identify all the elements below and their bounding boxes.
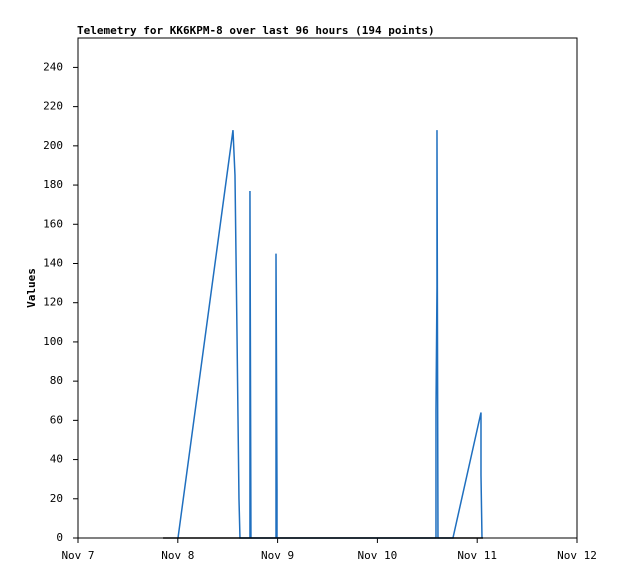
x-tick-label: Nov 9	[261, 549, 294, 562]
plot-frame	[77, 37, 578, 539]
series-line	[177, 130, 483, 539]
y-axis-label: Values	[25, 268, 38, 308]
chart-title: Telemetry for KK6KPM-8 over last 96 hour…	[77, 24, 435, 37]
y-tick-label: 100	[43, 335, 63, 348]
y-tick-label: 160	[43, 217, 63, 230]
y-tick-label: 60	[50, 413, 63, 426]
x-tick-label: Nov 7	[61, 549, 94, 562]
y-tick-label: 20	[50, 492, 63, 505]
y-tick-label: 120	[43, 296, 63, 309]
y-tick-label: 40	[50, 453, 63, 466]
y-tick-label: 240	[43, 60, 63, 73]
x-tick-label: Nov 8	[161, 549, 194, 562]
y-tick-label: 80	[50, 374, 63, 387]
x-tick-label: Nov 12	[557, 549, 597, 562]
y-tick-label: 220	[43, 100, 63, 113]
x-tick-label: Nov 10	[358, 549, 398, 562]
x-tick-label: Nov 11	[457, 549, 497, 562]
y-tick-label: 180	[43, 178, 63, 191]
y-tick-label: 140	[43, 256, 63, 269]
y-tick-label: 0	[56, 531, 63, 544]
y-tick-label: 200	[43, 139, 63, 152]
